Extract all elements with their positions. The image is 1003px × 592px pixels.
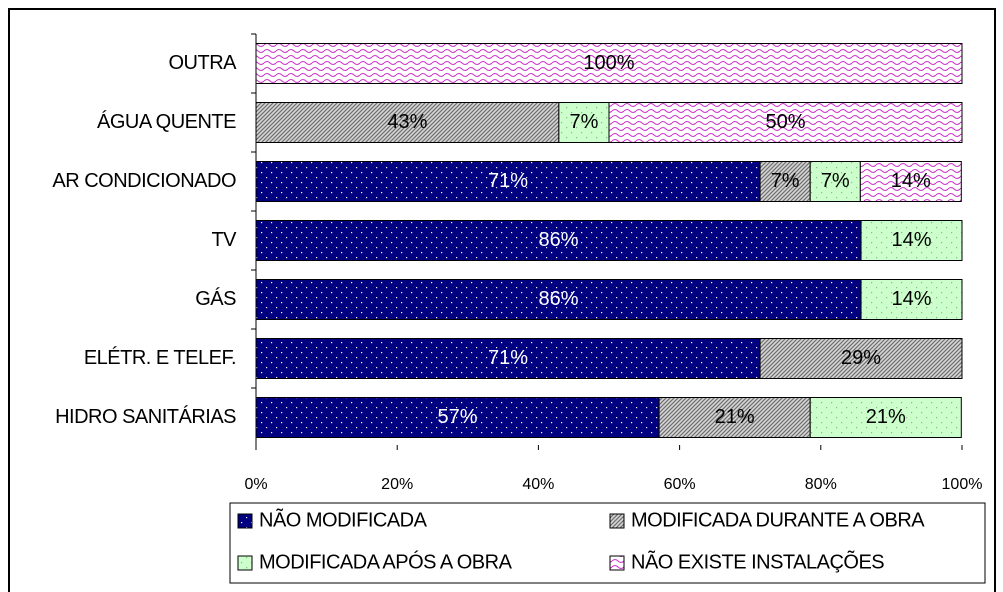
data-label: 14% [891, 170, 931, 192]
data-label: 7% [771, 170, 800, 192]
y-tick-label: TV [211, 229, 237, 251]
bar-segment [255, 220, 862, 261]
data-label: 71% [488, 170, 528, 192]
frame [8, 8, 996, 592]
data-label: 50% [765, 111, 805, 133]
legend-swatch [609, 555, 625, 571]
bar-segment [759, 161, 811, 202]
data-label: 7% [821, 170, 850, 192]
bar-segment [558, 102, 610, 143]
bar-segment [860, 279, 963, 320]
y-tick-label: ÁGUA QUENTE [97, 110, 236, 133]
data-label: 29% [841, 347, 881, 369]
bar-segment [859, 161, 962, 202]
legend-label: MODIFICADA DURANTE A OBRA [631, 509, 925, 531]
data-label: 71% [488, 347, 528, 369]
x-tick-label: 40% [522, 476, 554, 493]
data-label: 86% [539, 229, 579, 251]
data-label: 14% [892, 229, 932, 251]
bar-segment [255, 43, 963, 84]
legend-label: NÃO EXISTE INSTALAÇÕES [631, 549, 884, 573]
legend-swatch [237, 555, 253, 571]
x-tick-label: 60% [664, 476, 696, 493]
bar-segment [255, 338, 761, 379]
legend-swatch [609, 513, 625, 529]
data-label: 14% [892, 288, 932, 310]
y-tick-label: OUTRA [169, 52, 238, 74]
bar-segment [255, 161, 761, 202]
legend-swatch [237, 513, 253, 529]
bar-segment [809, 397, 962, 438]
data-label: 100% [583, 52, 634, 74]
data-label: 57% [438, 406, 478, 428]
data-label: 86% [539, 288, 579, 310]
x-tick-label: 80% [805, 476, 837, 493]
bar-segment [658, 397, 811, 438]
bar-segment [255, 102, 560, 143]
y-tick-label: GÁS [195, 287, 236, 310]
y-tick-label: ELÉTR. E TELEF. [84, 346, 236, 369]
data-label: 21% [715, 406, 755, 428]
bar-segment [608, 102, 963, 143]
x-tick-label: 20% [381, 476, 413, 493]
bar-segment [860, 220, 963, 261]
x-tick-label: 0% [244, 476, 267, 493]
legend-box [229, 502, 986, 584]
bar-segment [759, 338, 963, 379]
x-tick-label: 100% [942, 476, 983, 493]
data-label: 7% [569, 111, 598, 133]
data-label: 21% [866, 406, 906, 428]
legend-label: NÃO MODIFICADA [259, 507, 428, 531]
data-label: 43% [387, 111, 427, 133]
legend-label: MODIFICADA APÓS A OBRA [259, 550, 513, 573]
y-tick-label: HIDRO SANITÁRIAS [55, 405, 236, 428]
y-tick-label: AR CONDICIONADO [52, 170, 236, 192]
